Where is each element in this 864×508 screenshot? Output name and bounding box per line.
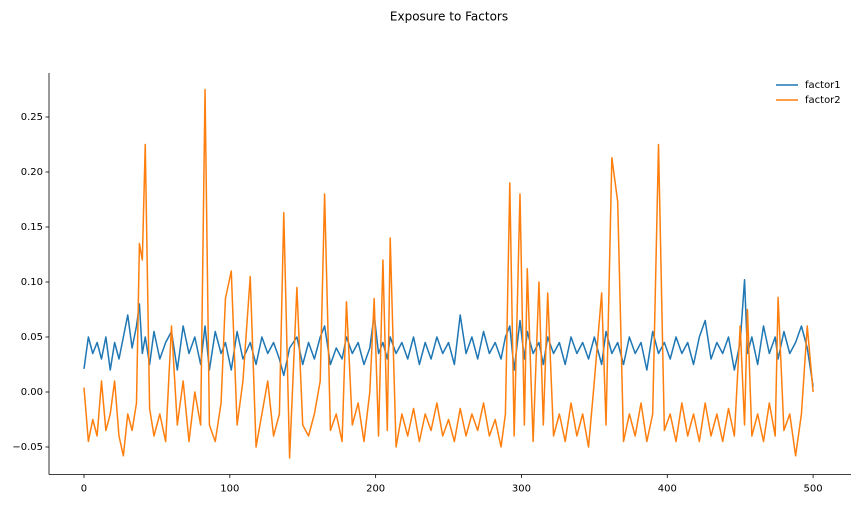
x-tick-label: 500 xyxy=(804,484,823,495)
y-tick-label: −0.05 xyxy=(12,442,43,453)
y-tick-label: 0.05 xyxy=(21,332,43,343)
x-tick-label: 200 xyxy=(366,484,385,495)
series-line xyxy=(83,279,814,387)
y-tick-label: 0.15 xyxy=(21,222,43,233)
x-tick-label: 300 xyxy=(512,484,531,495)
y-tick-label: 0.10 xyxy=(21,277,43,288)
y-tick-label: 0.00 xyxy=(21,387,43,398)
legend-label: factor2 xyxy=(805,95,841,106)
legend-label: factor1 xyxy=(805,80,841,91)
x-tick-label: 400 xyxy=(658,484,677,495)
x-tick-label: 0 xyxy=(81,484,87,495)
chart-title: Exposure to Factors xyxy=(390,10,508,24)
x-tick-label: 100 xyxy=(220,484,239,495)
y-tick-label: 0.20 xyxy=(21,167,43,178)
series-line xyxy=(83,88,814,459)
y-tick-label: 0.25 xyxy=(21,112,43,123)
